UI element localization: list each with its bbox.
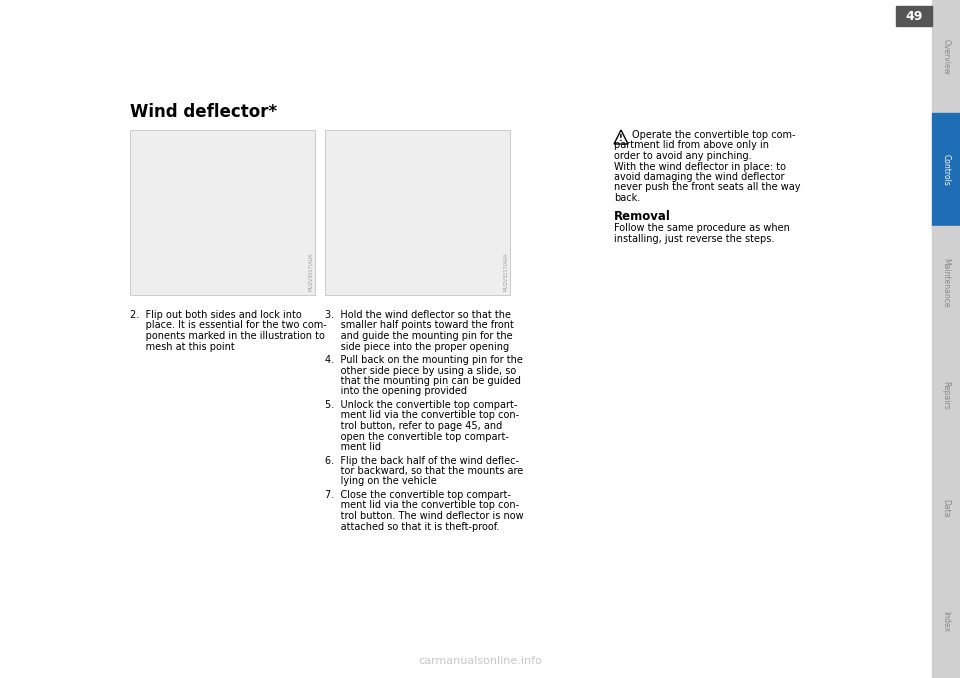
Text: avoid damaging the wind deflector: avoid damaging the wind deflector <box>614 172 784 182</box>
Text: 6.  Flip the back half of the wind deflec-: 6. Flip the back half of the wind deflec… <box>325 456 519 466</box>
Text: 5.  Unlock the convertible top compart-: 5. Unlock the convertible top compart- <box>325 400 517 410</box>
Text: open the convertible top compart-: open the convertible top compart- <box>325 431 509 441</box>
Text: 2.  Flip out both sides and lock into: 2. Flip out both sides and lock into <box>130 310 301 320</box>
Text: 3.  Hold the wind deflector so that the: 3. Hold the wind deflector so that the <box>325 310 511 320</box>
Text: trol button, refer to page 45, and: trol button, refer to page 45, and <box>325 421 502 431</box>
Text: 49: 49 <box>905 9 923 22</box>
Text: With the wind deflector in place: to: With the wind deflector in place: to <box>614 161 786 172</box>
Text: Maintenance: Maintenance <box>942 258 950 307</box>
Text: place. It is essential for the two com-: place. It is essential for the two com- <box>130 321 326 330</box>
Text: side piece into the proper opening: side piece into the proper opening <box>325 342 509 351</box>
Text: 7.  Close the convertible top compart-: 7. Close the convertible top compart- <box>325 490 511 500</box>
Text: order to avoid any pinching.: order to avoid any pinching. <box>614 151 752 161</box>
Text: other side piece by using a slide, so: other side piece by using a slide, so <box>325 365 516 376</box>
Text: trol button. The wind deflector is now: trol button. The wind deflector is now <box>325 511 523 521</box>
Text: Operate the convertible top com-: Operate the convertible top com- <box>632 130 796 140</box>
Text: into the opening provided: into the opening provided <box>325 386 467 397</box>
Text: carmanualsonline.info: carmanualsonline.info <box>418 656 542 666</box>
Text: Wind deflector*: Wind deflector* <box>130 103 277 121</box>
Bar <box>932 339 960 452</box>
Text: Repairs: Repairs <box>942 381 950 410</box>
Text: ment lid via the convertible top con-: ment lid via the convertible top con- <box>325 410 519 420</box>
Bar <box>932 226 960 339</box>
Text: ment lid via the convertible top con-: ment lid via the convertible top con- <box>325 500 519 511</box>
Bar <box>896 6 932 26</box>
Text: mesh at this point: mesh at this point <box>130 342 235 351</box>
Text: !: ! <box>619 134 623 143</box>
Bar <box>932 0 960 113</box>
Bar <box>932 452 960 565</box>
Text: ponents marked in the illustration to: ponents marked in the illustration to <box>130 331 324 341</box>
Text: installing, just reverse the steps.: installing, just reverse the steps. <box>614 233 775 243</box>
Text: tor backward, so that the mounts are: tor backward, so that the mounts are <box>325 466 523 476</box>
Text: MU2V3117/AUA: MU2V3117/AUA <box>503 252 508 291</box>
Text: MU2V3017/AUA: MU2V3017/AUA <box>308 252 313 291</box>
Text: that the mounting pin can be guided: that the mounting pin can be guided <box>325 376 521 386</box>
Text: partment lid from above only in: partment lid from above only in <box>614 140 769 151</box>
Text: never push the front seats all the way: never push the front seats all the way <box>614 182 801 193</box>
Text: ment lid: ment lid <box>325 442 381 452</box>
Text: Removal: Removal <box>614 210 671 222</box>
Text: Controls: Controls <box>942 153 950 186</box>
Bar <box>932 113 960 226</box>
Text: smaller half points toward the front: smaller half points toward the front <box>325 321 514 330</box>
Text: Overview: Overview <box>942 39 950 75</box>
Text: attached so that it is theft-proof.: attached so that it is theft-proof. <box>325 521 499 532</box>
Bar <box>932 565 960 678</box>
Bar <box>130 130 315 295</box>
Text: Data: Data <box>942 499 950 518</box>
Text: back.: back. <box>614 193 640 203</box>
Text: 4.  Pull back on the mounting pin for the: 4. Pull back on the mounting pin for the <box>325 355 523 365</box>
Text: lying on the vehicle: lying on the vehicle <box>325 477 437 487</box>
Text: Index: Index <box>942 611 950 632</box>
Text: and guide the mounting pin for the: and guide the mounting pin for the <box>325 331 513 341</box>
Text: Follow the same procedure as when: Follow the same procedure as when <box>614 223 790 233</box>
Bar <box>325 130 510 295</box>
